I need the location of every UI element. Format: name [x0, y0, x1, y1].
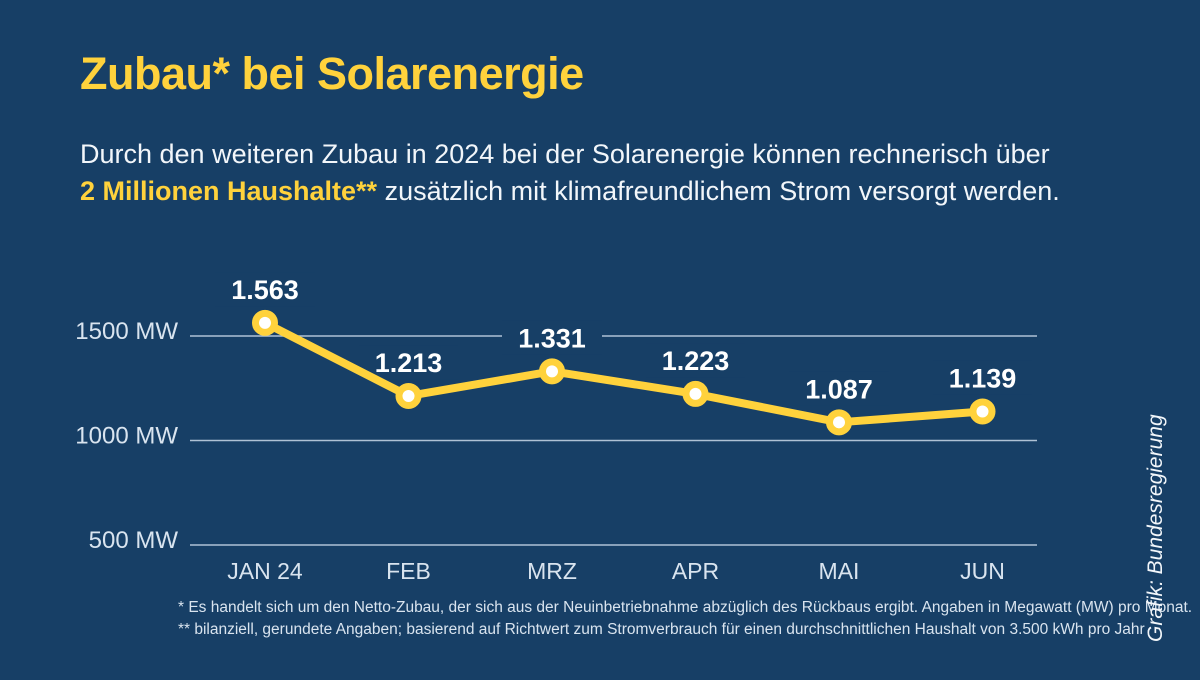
subtitle: Durch den weiteren Zubau in 2024 bei der…: [80, 136, 1060, 210]
x-axis-tick-label: FEB: [386, 558, 431, 584]
x-axis-tick-label: JAN 24: [227, 558, 303, 584]
data-label: 1.087: [805, 374, 873, 404]
x-axis-tick-label: MRZ: [527, 558, 577, 584]
footnotes: * Es handelt sich um den Netto-Zubau, de…: [178, 597, 1192, 641]
data-label: 1.213: [375, 348, 443, 378]
x-axis-tick-label: MAI: [819, 558, 860, 584]
data-line: [261, 318, 987, 427]
data-point: [826, 409, 852, 436]
page-title: Zubau* bei Solarenergie: [80, 48, 584, 99]
data-label-backdrop: [789, 371, 889, 406]
data-point: [682, 380, 709, 407]
data-label: 1.331: [518, 323, 586, 353]
data-point: [969, 398, 996, 425]
data-label-backdrop: [645, 343, 746, 378]
data-label-backdrop: [358, 345, 459, 380]
x-axis-tick-label: JUN: [960, 558, 1005, 584]
data-point: [252, 309, 278, 336]
data-label-backdrop: [215, 272, 315, 307]
data-point: [539, 358, 565, 385]
y-axis-tick-label: 1500 MW: [75, 318, 178, 345]
data-label: 1.563: [231, 275, 299, 305]
data-label-backdrop: [502, 320, 602, 355]
footnote-2: ** bilanziell, gerundete Angaben; basier…: [178, 621, 1145, 638]
y-axis-tick-label: 500 MW: [89, 527, 179, 554]
data-label-backdrop: [932, 360, 1033, 395]
y-axis-tick-label: 1000 MW: [75, 423, 178, 450]
x-axis-tick-label: APR: [672, 558, 719, 584]
data-label: 1.139: [949, 363, 1017, 393]
subtitle-highlight: 2 Millionen Haushalte**: [80, 176, 378, 206]
data-label: 1.223: [662, 346, 730, 376]
footnote-1: * Es handelt sich um den Netto-Zubau, de…: [178, 599, 1193, 616]
source-credit: Grafik: Bundesregierung: [1144, 414, 1167, 642]
subtitle-rest: zusätzlich mit klimafreundlichem Strom v…: [377, 176, 1060, 206]
subtitle-line1: Durch den weiteren Zubau in 2024 bei der…: [80, 139, 1050, 169]
data-point: [395, 382, 422, 409]
